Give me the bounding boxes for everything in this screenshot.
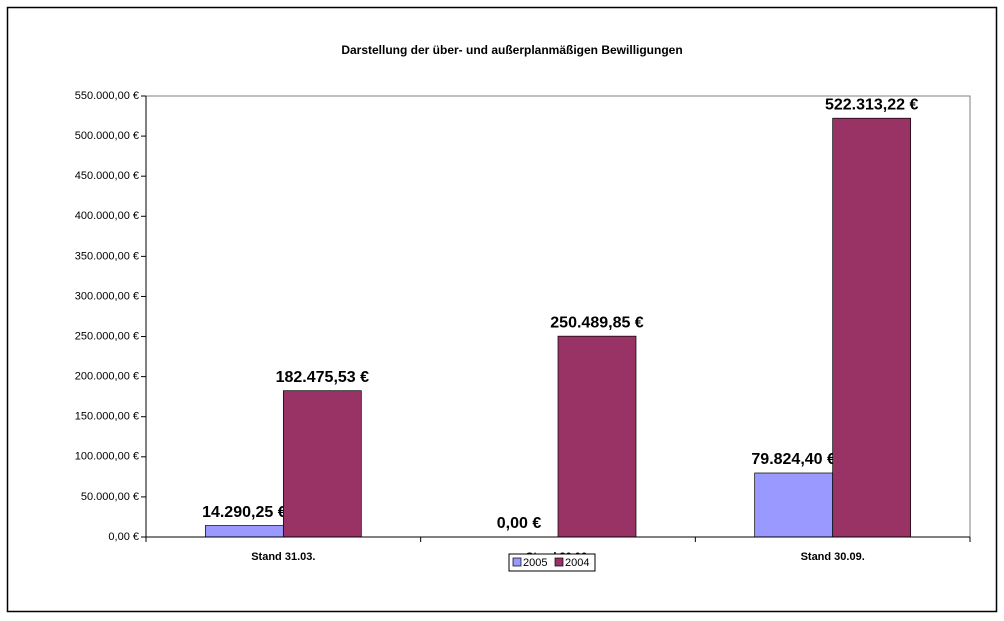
value-label: 14.290,25 € [202, 504, 287, 521]
value-label: 250.489,85 € [550, 314, 644, 331]
value-label: 182.475,53 € [276, 369, 370, 386]
legend-box [508, 553, 596, 572]
y-tick-label: 150.000,00 € [75, 411, 139, 423]
bar [204, 525, 284, 538]
bar [282, 390, 362, 538]
bar [832, 117, 912, 538]
y-tick-label: 550.000,00 € [75, 90, 139, 102]
y-tick-label: 350.000,00 € [75, 250, 139, 262]
legend-label: 2004 [565, 557, 589, 569]
y-tick-label: 450.000,00 € [75, 170, 139, 182]
value-label: 522.313,22 € [825, 96, 919, 113]
y-tick-label: 400.000,00 € [75, 210, 139, 222]
legend-swatch [554, 557, 564, 567]
legend-swatch [512, 557, 522, 567]
value-label: 79.824,40 € [751, 451, 836, 468]
y-tick-label: 250.000,00 € [75, 330, 139, 342]
y-tick-label: 50.000,00 € [81, 491, 139, 503]
x-tick-label: Stand 31.03. [251, 551, 315, 563]
value-label: 0,00 € [497, 515, 542, 532]
x-tick-label: Stand 30.09. [801, 551, 865, 563]
y-tick-label: 300.000,00 € [75, 290, 139, 302]
y-tick-label: 200.000,00 € [75, 371, 139, 383]
chart-title: Darstellung der über- und außerplanmäßig… [341, 43, 682, 57]
legend-label: 2005 [523, 557, 547, 569]
bar [557, 335, 637, 538]
y-tick-label: 0,00 € [108, 531, 139, 543]
bar [754, 472, 834, 538]
y-tick-label: 100.000,00 € [75, 451, 139, 463]
y-tick-label: 500.000,00 € [75, 130, 139, 142]
